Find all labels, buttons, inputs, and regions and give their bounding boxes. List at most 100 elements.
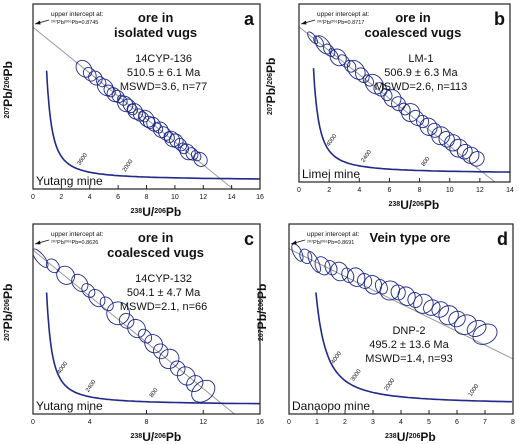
x-tick-label: 0 (31, 419, 35, 426)
x-axis-label: 238U/206Pb (131, 430, 182, 444)
x-tick-label: 6 (387, 187, 391, 194)
age-value: 506.9 ± 6.3 Ma (384, 67, 458, 79)
panel-heading: ore in (395, 10, 430, 25)
discordia-line (33, 26, 234, 189)
data-ellipse (323, 43, 336, 57)
data-ellipse (472, 323, 498, 345)
x-axis-label: 238U/206Pb (131, 205, 182, 219)
data-ellipse (397, 286, 416, 306)
concordia-curve (45, 70, 260, 180)
data-ellipse (431, 301, 449, 318)
concordia-age-label: 3000 (350, 368, 363, 383)
concordia-age-label: 2000 (122, 158, 135, 173)
x-tick-label: 0 (287, 419, 291, 426)
data-ellipse (423, 299, 441, 316)
x-tick-label: 16 (256, 194, 264, 201)
concordia-age-label: 4000 (331, 350, 344, 365)
x-tick-label: 1 (315, 419, 319, 426)
concordia-age-label: 2000 (384, 377, 397, 392)
mine-name: Yutang mine (36, 174, 103, 188)
data-ellipse (444, 134, 462, 152)
intercept-label: upper intercept at: (51, 231, 104, 238)
y-axis-label: 207Pb/206Pb (1, 61, 15, 118)
x-tick-label: 14 (228, 194, 236, 201)
plot-area: 4000 2400 800 (33, 248, 260, 414)
data-ellipse (419, 117, 438, 136)
x-tick-label: 12 (199, 419, 207, 426)
intercept-arrowhead (35, 240, 41, 245)
data-ellipse (144, 334, 163, 354)
data-ellipse (126, 103, 138, 116)
x-tick-label: 4 (88, 419, 92, 426)
x-tick-label: 10 (171, 194, 179, 201)
panel-heading: ore in (138, 10, 173, 25)
data-ellipse (431, 126, 451, 146)
concordia-age-label: 4000 (326, 133, 339, 148)
mswd-value: MSWD=1.4, n=93 (365, 353, 452, 365)
data-ellipse (454, 314, 477, 336)
data-ellipse (329, 48, 347, 67)
mine-name: Yutang mine (36, 399, 103, 413)
data-ellipse (96, 78, 114, 97)
plot-frame (288, 223, 514, 415)
concordia-age-label: 2400 (85, 379, 98, 394)
sample-id: 14CYP-136 (135, 53, 192, 65)
data-ellipse (88, 70, 103, 86)
concordia-age-label: 3600 (77, 152, 90, 167)
data-ellipse (99, 296, 114, 312)
data-ellipse (324, 259, 338, 276)
data-ellipse (363, 275, 383, 295)
data-ellipse (186, 375, 204, 393)
concordia-curve (312, 68, 510, 173)
mswd-value: MSWD=2.6, n=113 (375, 81, 468, 93)
data-ellipse (138, 109, 155, 128)
data-ellipse (152, 343, 169, 360)
data-ellipse (71, 273, 89, 292)
panel-heading: coalesced vugs (107, 245, 204, 260)
x-axis-label: 238U/206Pb (389, 198, 440, 212)
sample-id: LM-1 (408, 53, 433, 65)
data-ellipse (314, 256, 331, 276)
x-tick-label: 4 (88, 194, 92, 201)
intercept-arrowhead (291, 240, 297, 245)
data-ellipse (174, 138, 188, 152)
x-tick-label: 6 (116, 194, 120, 201)
x-tick-label: 4 (399, 419, 403, 426)
x-tick-label: 8 (145, 419, 149, 426)
data-ellipse (344, 59, 357, 73)
panel-heading: ore in (138, 230, 173, 245)
concordia-age-label: 800 (421, 156, 432, 168)
data-ellipse (449, 138, 469, 158)
intercept-arrowhead (301, 20, 307, 25)
data-ellipse (328, 48, 339, 60)
data-ellipse (307, 251, 321, 273)
data-ellipse (190, 150, 202, 162)
x-tick-label: 2 (327, 187, 331, 194)
data-ellipse (427, 122, 442, 138)
age-value: 504.1 ± 4.7 Ma (127, 287, 201, 299)
data-ellipse (374, 278, 388, 295)
data-ellipse (438, 131, 455, 148)
intercept-label: upper intercept at: (307, 231, 360, 238)
mine-name: Danaopo mine (292, 399, 370, 413)
data-ellipse (391, 96, 406, 112)
panel-letter: a (244, 9, 255, 29)
concordia-curve (45, 292, 260, 405)
intercept-value: ²⁰⁷Pb/²⁰⁶Pb=0.8691 (307, 239, 354, 246)
intercept-value: ²⁰⁷Pb/²⁰⁶Pb=0.8717 (317, 19, 364, 26)
panel-heading: isolated vugs (114, 25, 197, 40)
data-ellipse (338, 54, 351, 68)
data-ellipse (373, 82, 388, 97)
data-ellipse (75, 59, 93, 78)
data-ellipse (127, 318, 146, 339)
intercept-label: upper intercept at: (51, 11, 104, 18)
data-ellipse (152, 122, 164, 134)
x-tick-label: 14 (506, 187, 514, 194)
y-axis-label: 207Pb/206Pb (264, 58, 278, 115)
x-tick-label: 8 (145, 194, 149, 201)
data-ellipse (117, 94, 128, 106)
y-axis-label: 207Pb/206Pb (1, 284, 15, 341)
data-ellipse (146, 116, 161, 132)
panel-heading: coalesced vugs (365, 25, 462, 40)
